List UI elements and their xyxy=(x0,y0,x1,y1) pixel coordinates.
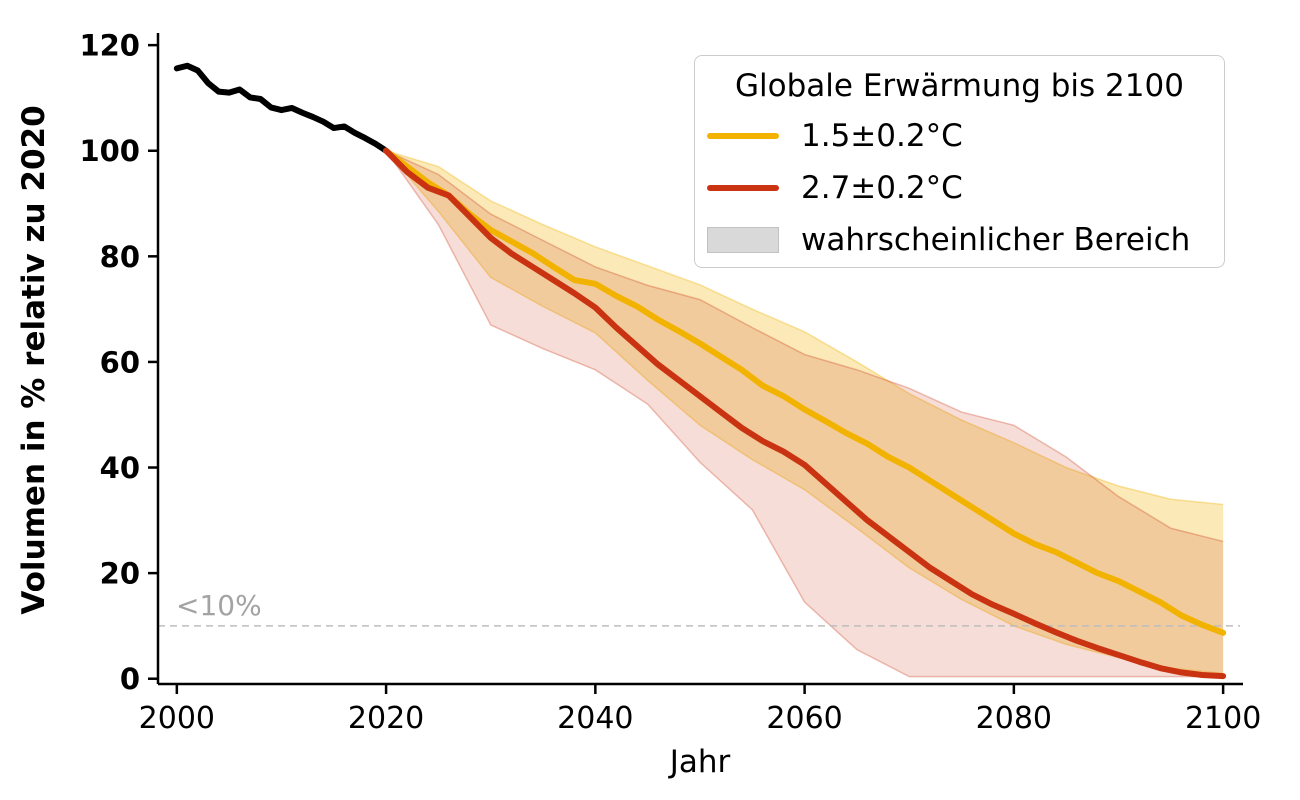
x-tick-label: 2060 xyxy=(766,701,842,736)
band-1.5-lower-edge xyxy=(385,150,1224,675)
y-tick-label: 40 xyxy=(100,451,140,485)
y-tick-label: 80 xyxy=(100,240,140,274)
legend-entry-1.5C: 1.5±0.2°C xyxy=(695,110,1224,162)
threshold-annotation: <10% xyxy=(176,589,262,622)
y-tick-label: 20 xyxy=(100,557,140,591)
x-tick-label: 2000 xyxy=(139,701,215,736)
legend-title: Globale Erwärmung bis 2100 xyxy=(735,68,1184,104)
band-2.7-lower-edge xyxy=(385,150,1224,678)
legend-swatch-1.5C-line xyxy=(707,133,779,139)
x-tick-label: 2080 xyxy=(976,701,1052,736)
y-tick-label: 100 xyxy=(79,134,140,168)
y-tick-label: 0 xyxy=(120,662,140,696)
band-1.5-upper-edge xyxy=(385,150,1224,506)
legend-entry-likely-range: wahrscheinlicher Bereich xyxy=(695,214,1224,266)
legend-label-1.5C: 1.5±0.2°C xyxy=(801,118,963,154)
x-tick-label: 2020 xyxy=(348,701,424,736)
legend-label-2.7C: 2.7±0.2°C xyxy=(801,170,963,206)
series-warming-2.7 xyxy=(383,147,1227,680)
x-axis-label: Jahr xyxy=(669,744,731,780)
y-tick-label: 120 xyxy=(79,29,140,63)
legend: Globale Erwärmung bis 2100 1.5±0.2°C 2.7… xyxy=(694,55,1225,268)
x-tick-label: 2100 xyxy=(1185,701,1261,736)
band-2.7-upper-edge xyxy=(385,150,1224,543)
legend-entry-2.7C: 2.7±0.2°C xyxy=(695,162,1224,214)
y-axis-label: Volumen in % relativ zu 2020 xyxy=(16,105,52,615)
y-tick-label: 60 xyxy=(100,345,140,379)
legend-swatch-likely-range-patch xyxy=(707,227,779,253)
series-historical xyxy=(173,62,390,154)
x-tick-label: 2040 xyxy=(557,701,633,736)
series-warming-1.5 xyxy=(383,147,1227,636)
legend-label-likely-range: wahrscheinlicher Bereich xyxy=(801,222,1191,258)
legend-swatch-2.7C-line xyxy=(707,185,779,191)
